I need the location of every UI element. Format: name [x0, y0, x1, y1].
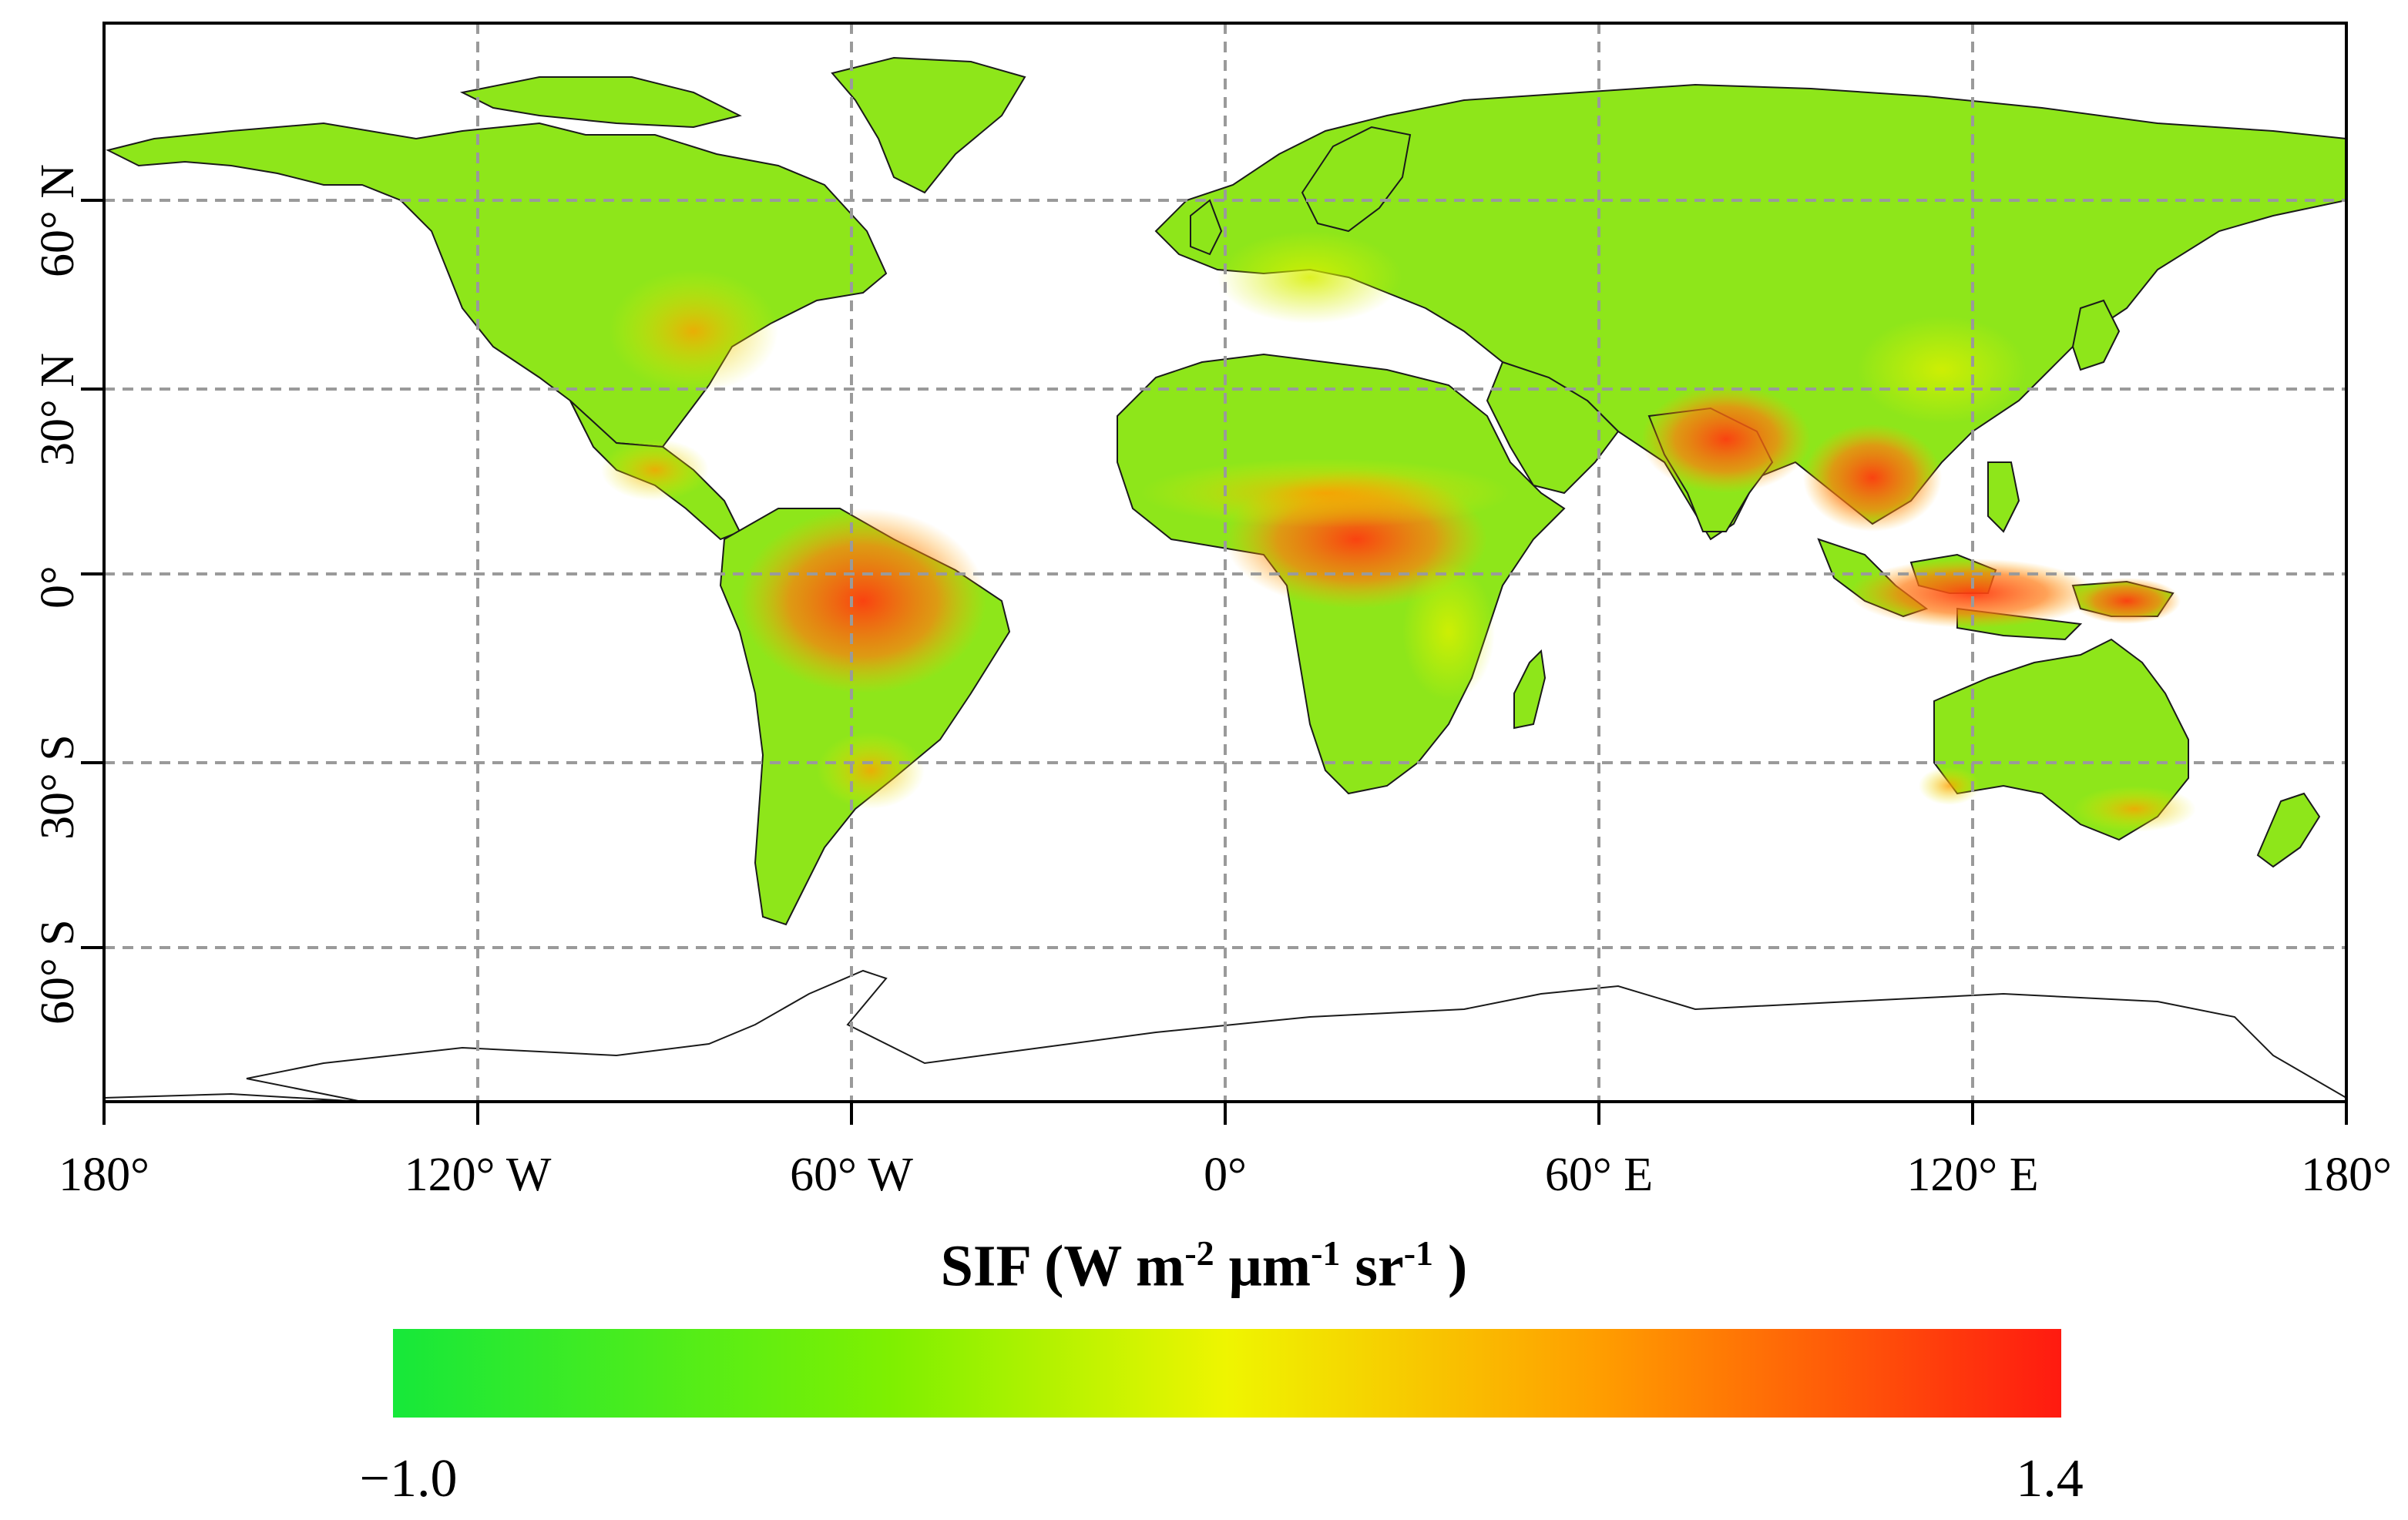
- x-tick-label-60e: 60° E: [1544, 1149, 1654, 1201]
- se-australia-warm: [2073, 786, 2196, 832]
- png-hotspot: [2073, 578, 2181, 624]
- tick-marks: [81, 199, 2348, 1125]
- us-east-warm: [609, 270, 778, 393]
- antarctica-coast: [104, 969, 2346, 1102]
- colorbar-gradient: [393, 1329, 2061, 1418]
- x-tick-label-180e: 180°: [2301, 1149, 2392, 1201]
- china-yellow: [1857, 316, 2027, 424]
- europe-yellow: [1217, 231, 1402, 324]
- y-tick-label-0: 0°: [32, 565, 84, 609]
- x-tick-label-120w: 120° W: [404, 1149, 552, 1201]
- y-tick-label-30n: 30° N: [32, 352, 84, 466]
- arctic-islands: [459, 76, 742, 129]
- scandinavia: [1301, 126, 1412, 233]
- y-tick-label-60n: 60° N: [32, 163, 84, 277]
- colorbar-title: SIF (W m-2 μm-1 sr-1 ): [940, 1233, 1468, 1299]
- colorbar-min-label: −1.0: [359, 1449, 458, 1508]
- y-tick-label-30s: 30° S: [32, 734, 84, 840]
- se-asia-hotspot: [1803, 424, 1942, 532]
- amazon-hotspot: [740, 508, 986, 693]
- x-tick-label-180w: 180°: [59, 1149, 149, 1201]
- madagascar: [1513, 649, 1547, 730]
- x-tick-label-0: 0°: [1204, 1149, 1247, 1201]
- x-tick-label-60w: 60° W: [790, 1149, 913, 1201]
- central-america-warm: [601, 439, 709, 501]
- sif-overlays: [601, 231, 2196, 832]
- british-isles: [1190, 199, 1223, 256]
- philippines: [1987, 461, 2020, 533]
- sahel-band: [1140, 458, 1510, 528]
- east-africa-yellow: [1402, 562, 1495, 701]
- colorbar-max-label: 1.4: [2016, 1449, 2084, 1508]
- new-zealand: [2256, 792, 2321, 868]
- x-tick-label-120e: 120° E: [1906, 1149, 2039, 1201]
- y-tick-label-60s: 60° S: [32, 919, 84, 1025]
- india-hotspot: [1641, 385, 1811, 493]
- se-brazil-warm: [817, 732, 925, 809]
- gridlines: [104, 23, 2346, 1102]
- indonesia-hotspot: [1849, 559, 2096, 628]
- greenland: [831, 56, 1026, 194]
- japan: [2071, 299, 2121, 371]
- sw-australia-warm: [1919, 767, 1980, 805]
- colorbar: [393, 1329, 2061, 1418]
